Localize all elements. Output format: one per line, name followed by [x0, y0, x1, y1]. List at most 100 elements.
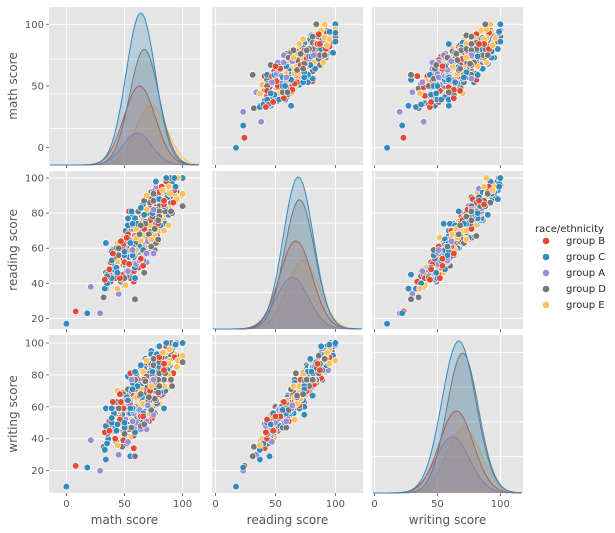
scatter-point: [432, 89, 440, 97]
scatter-point: [271, 62, 280, 70]
scatter-point: [310, 51, 318, 59]
scatter-point: [451, 78, 459, 86]
scatter-point: [312, 20, 320, 28]
kde-area-group-B: [50, 86, 199, 165]
x-tick-label: 100: [173, 499, 192, 510]
y-tick-label: 40: [31, 279, 44, 290]
scatter-point: [292, 369, 300, 377]
scatter-point: [398, 309, 406, 317]
scatter-point: [160, 360, 168, 368]
scatter-point: [418, 267, 426, 275]
scatter-point: [281, 82, 289, 90]
scatter-point: [420, 118, 428, 126]
kde-area-group-B: [213, 240, 362, 329]
panel-writing-score-vs-reading-score: [212, 335, 363, 493]
legend-label-group-C: group C: [566, 252, 605, 263]
scatter-point: [115, 244, 123, 252]
scatter-point: [165, 183, 173, 191]
scatter-point: [263, 416, 271, 424]
scatter-point: [162, 174, 170, 182]
scatter-point: [179, 339, 187, 347]
kde-area-group-E: [213, 260, 362, 329]
scatter-point: [124, 267, 132, 275]
scatter-point: [105, 265, 113, 273]
scatter-point: [127, 376, 136, 384]
scatter-point: [481, 20, 489, 28]
scatter-point: [319, 58, 328, 67]
y-tick-label: 40: [31, 434, 44, 445]
scatter-point: [299, 390, 307, 398]
scatter-point: [108, 404, 116, 413]
scatter-point: [282, 424, 290, 432]
scatter-point: [147, 242, 155, 251]
scatter-point: [167, 207, 175, 215]
scatter-point: [96, 309, 104, 317]
scatter-point: [159, 349, 167, 357]
scatter-points: [62, 174, 187, 328]
y-tick-label: 20: [31, 466, 44, 477]
kde-area-group-C: [50, 13, 199, 165]
scatter-points: [232, 339, 340, 491]
panel-math-score-vs-writing-score: [372, 7, 523, 165]
scatter-point: [280, 398, 288, 406]
scatter-point: [491, 34, 499, 42]
scatter-point: [404, 102, 413, 110]
scatter-point: [72, 307, 80, 316]
x-tick-label: 100: [491, 499, 510, 510]
kde-curve-group-C: [50, 12, 199, 166]
scatter-point: [62, 320, 71, 328]
scatter-point: [262, 428, 270, 437]
scatter-point: [83, 309, 91, 317]
scatter-point: [317, 342, 325, 350]
scatter-point: [295, 40, 304, 48]
scatter-point: [288, 401, 296, 409]
scatter-point: [462, 53, 471, 62]
scatter-point: [496, 37, 505, 46]
y-tick-label: 80: [31, 209, 44, 220]
x-tick-label: 0: [371, 499, 377, 510]
kde-area-group-C: [373, 341, 522, 493]
kde-area-group-E: [50, 105, 199, 165]
scatter-point: [416, 285, 424, 293]
scatter-point: [456, 221, 464, 229]
scatter-point: [472, 232, 481, 240]
scatter-point: [139, 262, 147, 270]
scatter-point: [467, 40, 476, 48]
scatter-point: [325, 341, 334, 349]
scatter-point: [166, 190, 174, 198]
scatter-point: [140, 269, 148, 277]
scatter-point: [127, 207, 136, 215]
scatter-point: [145, 393, 153, 401]
scatter-point: [149, 376, 158, 384]
scatter-point: [113, 285, 122, 293]
scatter-point: [325, 360, 334, 368]
scatter-point: [149, 206, 158, 214]
scatter-point: [167, 376, 175, 384]
scatter-point: [239, 108, 247, 116]
scatter-point: [440, 220, 448, 228]
scatter-point: [102, 455, 110, 464]
scatter-point: [489, 41, 497, 49]
scatter-point: [72, 462, 80, 470]
scatter-point: [306, 355, 314, 363]
scatter-point: [456, 87, 464, 95]
scatter-point: [152, 177, 160, 186]
scatter-point: [108, 414, 116, 422]
scatter-point: [96, 467, 104, 475]
legend-label-group-E: group E: [566, 300, 605, 311]
scatter-point: [454, 56, 462, 64]
kde-area-group-A: [213, 277, 362, 329]
legend-marker-group-A: [542, 269, 550, 277]
y-tick-label: 60: [31, 244, 44, 255]
scatter-point: [179, 190, 187, 198]
x-tick-label: 50: [118, 499, 131, 510]
x-tick-label: 100: [326, 499, 345, 510]
scatter-point: [329, 49, 337, 57]
scatter-point: [311, 65, 319, 73]
scatter-point: [160, 227, 168, 235]
scatter-point: [149, 355, 158, 363]
scatter-point: [147, 235, 155, 244]
scatter-point: [112, 427, 120, 435]
scatter-point: [299, 65, 307, 73]
